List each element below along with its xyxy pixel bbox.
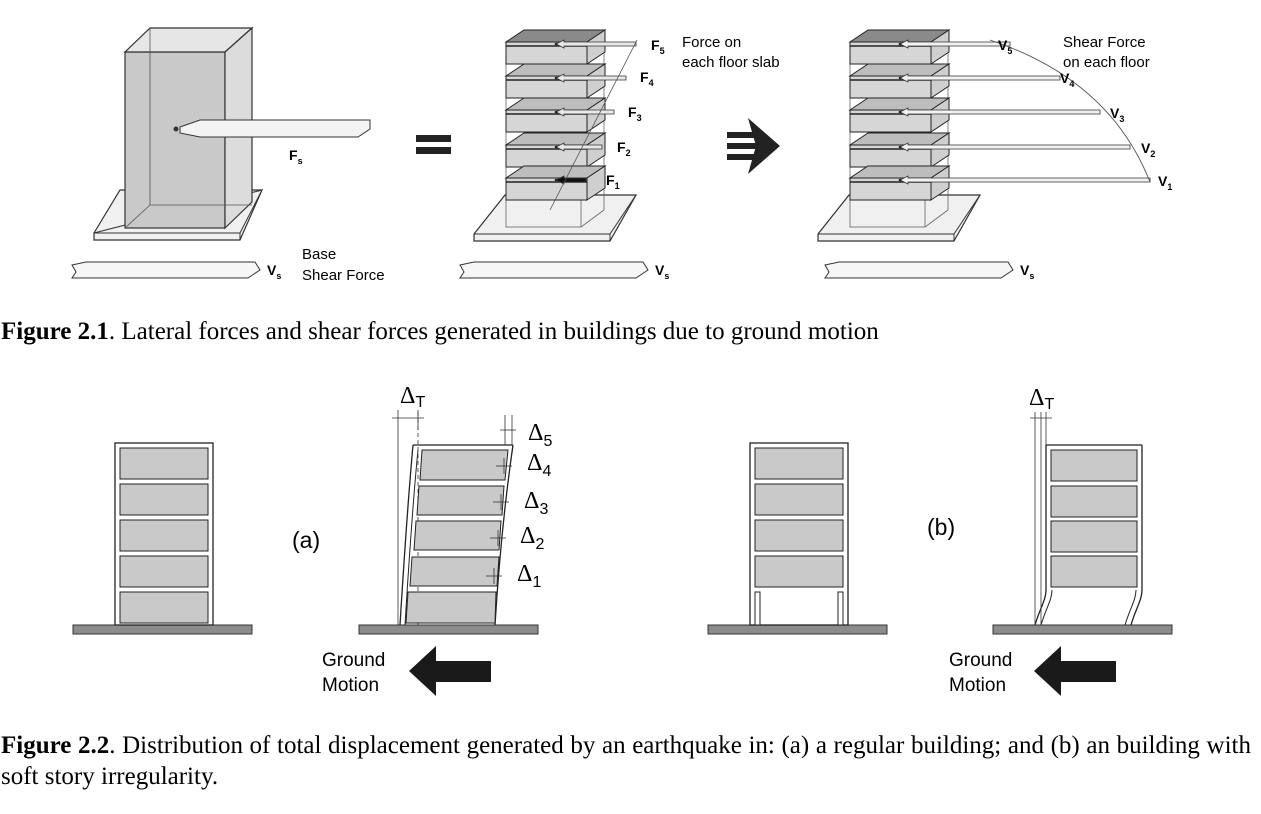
slab-side [586,132,606,168]
floor-force-arrow [899,107,1101,117]
ground-motion-b-line2: Motion [949,675,1006,696]
ground-motion-arrow-a [409,646,491,696]
shear-force-2: V2 [1141,140,1155,159]
label-b: (b) [927,514,955,540]
floor-force-arrow [899,73,1061,83]
floor-force-4: F4 [640,69,654,88]
ground-motion-a-line1: Ground [322,650,385,671]
fig1-shear-building [817,29,1151,242]
delta-t-a: ΔT [400,383,425,411]
force-note-line1: Force on [682,34,741,51]
equals-sign [416,135,451,154]
fig1-shear-labels: V5 V4 V3 V2 V1 [998,37,1172,192]
slab-side [930,97,950,133]
slab-center-dot [554,42,558,46]
slab-center-dot [554,145,558,149]
fig1-solid-building [93,26,371,241]
implies-arrow [727,118,780,174]
shear-note-line1: Shear Force [1063,34,1146,51]
floor-force-5: F5 [651,37,665,56]
slab-center-dot [898,42,902,46]
label-a: (a) [292,527,320,553]
slab-center-dot [554,178,558,182]
floor-force-arrow [899,142,1131,152]
slab-center-dot [898,178,902,182]
fig1-base-shear-arrow-3 [824,261,1014,279]
slab-side [586,97,606,133]
fig1-floor-force-labels: F5 F4 F3 F2 F1 [606,37,665,191]
slab-side [930,132,950,168]
slab-side [930,165,950,201]
floor-force-arrow [555,142,603,152]
slab-center-dot [898,145,902,149]
slab-side [930,63,950,99]
drift-1: Δ1 [517,561,541,591]
fig2-soft-story-building-undeformed [707,442,888,635]
slab-center-dot [554,110,558,114]
vs-label-3: Vs [1020,262,1034,281]
drift-3: Δ3 [524,488,548,518]
slab-side [930,29,950,65]
floor-force-arrow [555,39,637,49]
fig2-soft-story-building-deformed [992,412,1173,635]
drift-2: Δ2 [520,523,544,553]
shear-force-4: V4 [1060,70,1074,89]
story-drift-labels: Δ5 Δ4 Δ3 Δ2 Δ1 [517,420,552,591]
floor-force-1: F1 [606,172,620,191]
floor-force-arrow [555,175,587,185]
vs-label-1: Vs [267,262,281,281]
floor-force-3: F3 [628,104,642,123]
floor-force-arrow [899,39,1011,49]
fs-label: Fs [289,147,303,166]
figure-2-2-caption: Figure 2.2. Distribution of total displa… [1,732,1251,790]
drift-5: Δ5 [528,420,552,450]
shear-force-3: V3 [1110,105,1124,124]
shear-force-1: V1 [1158,173,1172,192]
drift-4: Δ4 [527,450,551,480]
fig2-regular-building-deformed [358,410,539,635]
fig1-base-shear-arrow-1 [71,261,261,279]
figure-2-1-caption: Figure 2.1. Lateral forces and shear for… [1,318,879,345]
fig2-regular-building-undeformed [72,442,253,635]
slab-center-dot [898,110,902,114]
slab-center-dot [898,76,902,80]
slab-side [586,165,606,201]
floor-force-arrow [899,175,1151,185]
fig1-base-shear-arrow-2 [459,261,649,279]
vs-label-2: Vs [655,262,669,281]
ground-motion-arrow-b [1034,646,1116,696]
slab-side [586,29,606,65]
slab-side [586,63,606,99]
ground-motion-b-line1: Ground [949,650,1012,671]
floor-force-2: F2 [617,139,631,158]
ground-motion-a-line2: Motion [322,675,379,696]
fig1-floor-building [473,29,638,242]
slab-center-dot [554,76,558,80]
shear-note-line2: on each floor [1063,54,1150,71]
force-note-line2: each floor slab [682,54,780,71]
floor-force-arrow [555,73,627,83]
delta-t-b: ΔT [1029,385,1054,413]
shear-force-5: V5 [998,37,1012,56]
base-shear-line1: Base [302,246,336,263]
base-shear-line2: Shear Force [302,267,385,284]
